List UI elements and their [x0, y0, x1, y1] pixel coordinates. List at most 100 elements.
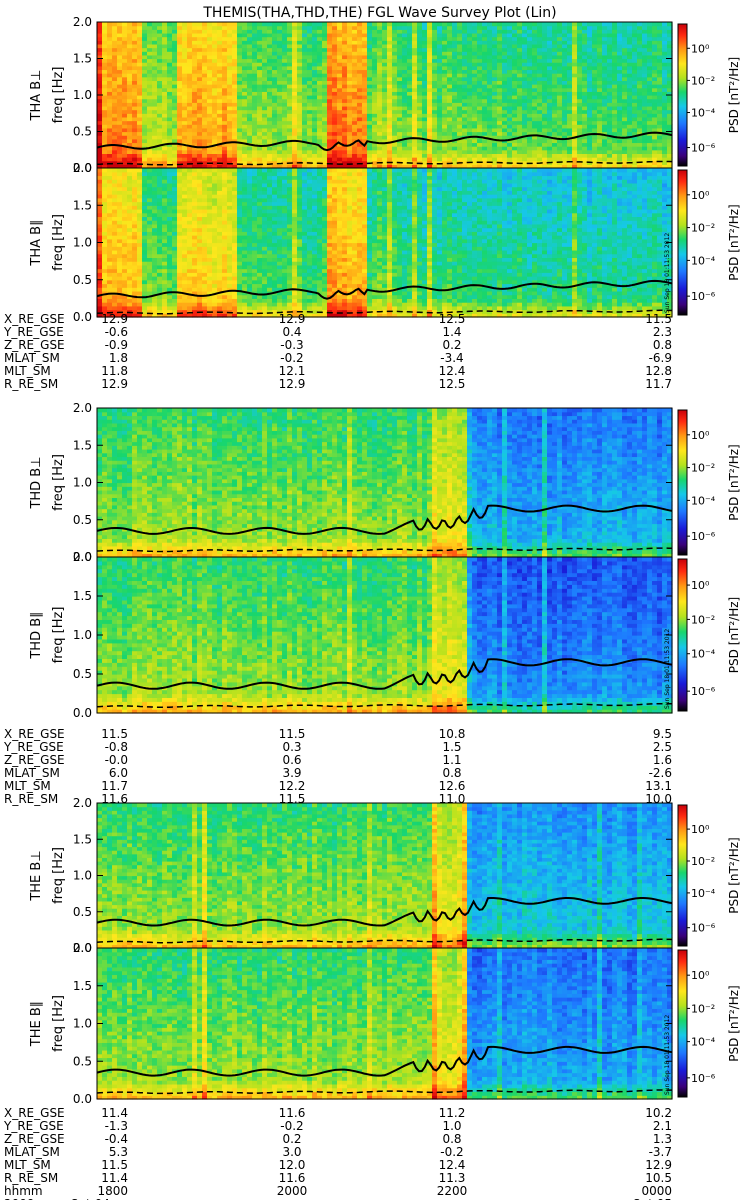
heatmap-cell	[182, 58, 188, 63]
heatmap-cell	[562, 120, 568, 125]
heatmap-cell	[642, 47, 648, 52]
heatmap-cell	[497, 91, 503, 96]
heatmap-cell	[337, 40, 343, 45]
heatmap-cell	[132, 201, 138, 206]
heatmap-cell	[112, 175, 118, 180]
heatmap-cell	[242, 116, 248, 122]
heatmap-cell	[547, 32, 553, 38]
heatmap-cell	[107, 80, 113, 85]
heatmap-cell	[382, 62, 388, 67]
heatmap-cell	[642, 40, 648, 45]
heatmap-cell	[122, 220, 128, 225]
heatmap-cell	[332, 43, 338, 49]
heatmap-cell	[497, 127, 503, 133]
heatmap-cell	[567, 113, 573, 118]
heatmap-cell	[472, 127, 478, 133]
heatmap-cell	[312, 102, 318, 107]
heatmap-cell	[487, 124, 493, 129]
heatmap-cell	[107, 253, 113, 259]
heatmap-cell	[342, 146, 348, 151]
heatmap-cell	[342, 51, 348, 56]
heatmap-cell	[492, 76, 498, 81]
heatmap-cell	[517, 69, 523, 74]
heatmap-cell	[102, 201, 108, 206]
heatmap-cell	[457, 109, 463, 114]
heatmap-cell	[562, 84, 568, 89]
heatmap-cell	[132, 272, 138, 277]
heatmap-cell	[442, 32, 448, 38]
heatmap-cell	[482, 25, 488, 30]
heatmap-cell	[457, 65, 463, 71]
heatmap-cell	[227, 73, 233, 78]
heatmap-cell	[442, 22, 448, 27]
heatmap-cell	[97, 212, 103, 218]
heatmap-cell	[132, 25, 138, 30]
heatmap-cell	[227, 95, 233, 100]
heatmap-cell	[177, 91, 183, 96]
heatmap-cell	[192, 149, 198, 154]
heatmap-cell	[227, 164, 233, 169]
heatmap-cell	[257, 98, 263, 103]
heatmap-cell	[152, 135, 158, 140]
heatmap-cell	[522, 58, 528, 63]
heatmap-cell	[347, 116, 353, 122]
heatmap-cell	[357, 124, 363, 129]
heatmap-cell	[187, 113, 193, 118]
heatmap-cell	[167, 102, 173, 107]
heatmap-cell	[257, 109, 263, 114]
heatmap-cell	[297, 87, 303, 92]
heatmap-cell	[447, 76, 453, 81]
heatmap-cell	[112, 43, 118, 49]
heatmap-cell	[102, 116, 108, 122]
heatmap-cell	[127, 261, 133, 266]
heatmap-cell	[312, 25, 318, 30]
heatmap-cell	[287, 109, 293, 114]
heatmap-cell	[237, 157, 243, 162]
heatmap-cell	[372, 116, 378, 122]
heatmap-cell	[462, 43, 468, 49]
heatmap-cell	[442, 116, 448, 122]
heatmap-cell	[482, 73, 488, 78]
heatmap-cell	[107, 164, 113, 169]
heatmap-cell	[142, 29, 148, 34]
heatmap-cell	[377, 87, 383, 92]
heatmap-cell	[97, 302, 103, 307]
heatmap-cell	[337, 113, 343, 118]
heatmap-cell	[577, 32, 583, 38]
heatmap-cell	[547, 98, 553, 103]
heatmap-cell	[482, 164, 488, 169]
heatmap-cell	[97, 95, 103, 100]
heatmap-cell	[127, 138, 133, 144]
heatmap-cell	[387, 22, 393, 27]
heatmap-cell	[167, 87, 173, 92]
heatmap-cell	[107, 102, 113, 107]
heatmap-cell	[312, 69, 318, 74]
heatmap-cell	[127, 73, 133, 78]
heatmap-cell	[457, 105, 463, 111]
heatmap-cell	[282, 149, 288, 154]
heatmap-cell	[347, 36, 353, 41]
heatmap-cell	[427, 102, 433, 107]
heatmap-cell	[632, 113, 638, 118]
heatmap-cell	[227, 65, 233, 71]
heatmap-cell	[407, 80, 413, 85]
heatmap-cell	[197, 120, 203, 125]
heatmap-cell	[102, 51, 108, 56]
heatmap-cell	[297, 47, 303, 52]
heatmap-cell	[527, 131, 533, 136]
heatmap-cell	[302, 102, 308, 107]
heatmap-cell	[382, 116, 388, 122]
heatmap-cell	[657, 127, 663, 133]
heatmap-cell	[217, 146, 223, 151]
heatmap-cell	[452, 95, 458, 100]
heatmap-cell	[242, 84, 248, 89]
heatmap-cell	[142, 22, 148, 27]
heatmap-cell	[122, 290, 128, 296]
heatmap-cell	[452, 80, 458, 85]
heatmap-cell	[102, 231, 108, 236]
heatmap-cell	[642, 146, 648, 151]
heatmap-cell	[277, 146, 283, 151]
heatmap-cell	[472, 87, 478, 92]
heatmap-cell	[327, 80, 333, 85]
heatmap-cell	[457, 58, 463, 63]
